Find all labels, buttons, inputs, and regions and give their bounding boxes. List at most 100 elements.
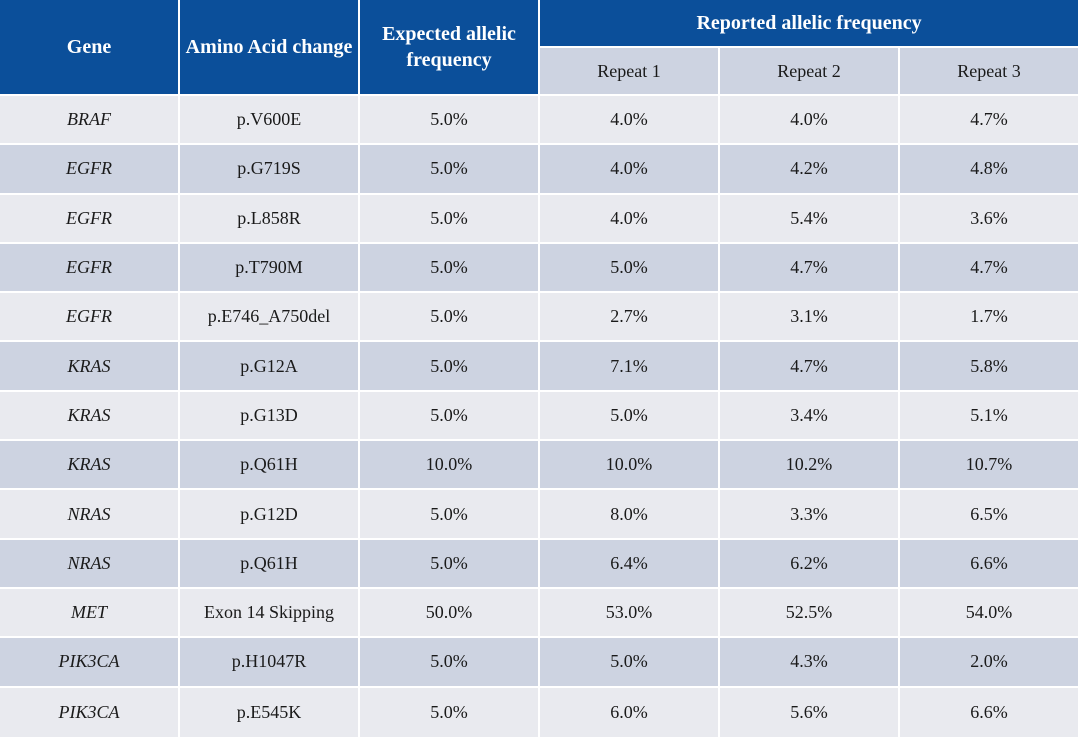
expected-frequency-cell: 5.0%: [360, 342, 540, 392]
repeat-2-cell: 6.2%: [720, 539, 900, 589]
expected-frequency-cell: 5.0%: [360, 194, 540, 244]
repeat-3-cell: 5.8%: [900, 342, 1080, 392]
repeat-3-cell: 6.6%: [900, 687, 1080, 739]
amino-acid-cell: p.H1047R: [180, 638, 360, 688]
expected-frequency-cell: 50.0%: [360, 588, 540, 639]
expected-frequency-header: Expected allelic frequency: [360, 0, 540, 96]
repeat-3-cell: 4.8%: [900, 145, 1080, 195]
repeat-1-cell: 4.0%: [540, 194, 720, 244]
amino-acid-cell: p.E746_A750del: [180, 293, 360, 343]
table-row: EGFR p.E746_A750del 5.0% 2.7% 3.1% 1.7%: [0, 293, 1080, 343]
repeat-1-header: Repeat 1: [540, 48, 720, 96]
expected-frequency-cell: 5.0%: [360, 539, 540, 589]
repeat-2-cell: 5.6%: [720, 687, 900, 739]
header-row-sub: Repeat 1 Repeat 2 Repeat 3: [0, 48, 1080, 96]
expected-frequency-cell: 5.0%: [360, 391, 540, 442]
repeat-3-cell: 4.7%: [900, 96, 1080, 146]
repeat-2-cell: 10.2%: [720, 441, 900, 491]
repeat-2-cell: 3.1%: [720, 293, 900, 343]
expected-frequency-cell: 5.0%: [360, 638, 540, 688]
table-row: EGFR p.G719S 5.0% 4.0% 4.2% 4.8%: [0, 145, 1080, 195]
amino-acid-cell: p.L858R: [180, 194, 360, 244]
repeat-1-cell: 2.7%: [540, 293, 720, 343]
gene-cell: MET: [0, 588, 180, 639]
amino-acid-cell: p.Q61H: [180, 539, 360, 589]
repeat-1-cell: 53.0%: [540, 588, 720, 639]
repeat-1-cell: 6.0%: [540, 687, 720, 739]
table-row: NRAS p.G12D 5.0% 8.0% 3.3% 6.5%: [0, 490, 1080, 540]
repeat-3-cell: 2.0%: [900, 638, 1080, 688]
amino-acid-cell: p.T790M: [180, 243, 360, 294]
repeat-1-cell: 5.0%: [540, 638, 720, 688]
repeat-2-cell: 4.3%: [720, 638, 900, 688]
expected-frequency-cell: 5.0%: [360, 293, 540, 343]
table-row: KRAS p.G12A 5.0% 7.1% 4.7% 5.8%: [0, 342, 1080, 392]
table-row: BRAF p.V600E 5.0% 4.0% 4.0% 4.7%: [0, 96, 1080, 146]
repeat-2-cell: 52.5%: [720, 588, 900, 639]
header-row-main: Gene Amino Acid change Expected allelic …: [0, 0, 1080, 96]
repeat-3-cell: 10.7%: [900, 441, 1080, 491]
table-row: PIK3CA p.H1047R 5.0% 5.0% 4.3% 2.0%: [0, 638, 1080, 688]
gene-cell: PIK3CA: [0, 687, 180, 739]
repeat-1-cell: 5.0%: [540, 391, 720, 442]
amino-acid-cell: Exon 14 Skipping: [180, 588, 360, 639]
repeat-3-header: Repeat 3: [900, 48, 1080, 96]
repeat-1-cell: 7.1%: [540, 342, 720, 392]
table-body: BRAF p.V600E 5.0% 4.0% 4.0% 4.7% EGFR p.G719S 5.…: [0, 96, 1080, 739]
repeat-1-cell: 6.4%: [540, 539, 720, 589]
repeat-2-cell: 4.2%: [720, 145, 900, 195]
repeat-2-cell: 3.4%: [720, 391, 900, 442]
gene-cell: KRAS: [0, 441, 180, 491]
table-row: EGFR p.L858R 5.0% 4.0% 5.4% 3.6%: [0, 194, 1080, 244]
expected-frequency-cell: 5.0%: [360, 687, 540, 739]
repeat-3-cell: 1.7%: [900, 293, 1080, 343]
amino-acid-cell: p.G719S: [180, 145, 360, 195]
table-row: KRAS p.G13D 5.0% 5.0% 3.4% 5.1%: [0, 391, 1080, 442]
gene-cell: BRAF: [0, 96, 180, 146]
repeat-2-cell: 4.7%: [720, 342, 900, 392]
gene-cell: NRAS: [0, 539, 180, 589]
repeat-2-cell: 4.0%: [720, 96, 900, 146]
amino-acid-cell: p.Q61H: [180, 441, 360, 491]
repeat-3-cell: 3.6%: [900, 194, 1080, 244]
gene-cell: PIK3CA: [0, 638, 180, 688]
repeat-3-cell: 5.1%: [900, 391, 1080, 442]
repeat-2-cell: 4.7%: [720, 243, 900, 294]
repeat-2-cell: 5.4%: [720, 194, 900, 244]
expected-frequency-cell: 5.0%: [360, 243, 540, 294]
expected-frequency-cell: 10.0%: [360, 441, 540, 491]
gene-cell: EGFR: [0, 243, 180, 294]
gene-cell: EGFR: [0, 293, 180, 343]
gene-cell: EGFR: [0, 145, 180, 195]
repeat-3-cell: 6.5%: [900, 490, 1080, 540]
expected-frequency-cell: 5.0%: [360, 490, 540, 540]
reported-frequency-header: Reported allelic frequency: [540, 0, 1080, 48]
table-row: NRAS p.Q61H 5.0% 6.4% 6.2% 6.6%: [0, 539, 1080, 589]
repeat-1-cell: 8.0%: [540, 490, 720, 540]
repeat-3-cell: 4.7%: [900, 243, 1080, 294]
gene-cell: EGFR: [0, 194, 180, 244]
table-row: PIK3CA p.E545K 5.0% 6.0% 5.6% 6.6%: [0, 687, 1080, 739]
repeat-1-cell: 4.0%: [540, 145, 720, 195]
table-row: MET Exon 14 Skipping 50.0% 53.0% 52.5% 54.0%: [0, 588, 1080, 639]
gene-cell: KRAS: [0, 342, 180, 392]
amino-acid-cell: p.V600E: [180, 96, 360, 146]
repeat-1-cell: 4.0%: [540, 96, 720, 146]
repeat-2-header: Repeat 2: [720, 48, 900, 96]
gene-cell: KRAS: [0, 391, 180, 442]
amino-acid-header: Amino Acid change: [180, 0, 360, 96]
gene-header: Gene: [0, 0, 180, 96]
amino-acid-cell: p.G13D: [180, 391, 360, 442]
amino-acid-cell: p.G12D: [180, 490, 360, 540]
expected-frequency-cell: 5.0%: [360, 96, 540, 146]
repeat-3-cell: 54.0%: [900, 588, 1080, 639]
repeat-1-cell: 5.0%: [540, 243, 720, 294]
amino-acid-cell: p.G12A: [180, 342, 360, 392]
repeat-2-cell: 3.3%: [720, 490, 900, 540]
gene-cell: NRAS: [0, 490, 180, 540]
repeat-3-cell: 6.6%: [900, 539, 1080, 589]
amino-acid-cell: p.E545K: [180, 687, 360, 739]
repeat-1-cell: 10.0%: [540, 441, 720, 491]
table-header: Gene Amino Acid change Expected allelic …: [0, 0, 1080, 96]
